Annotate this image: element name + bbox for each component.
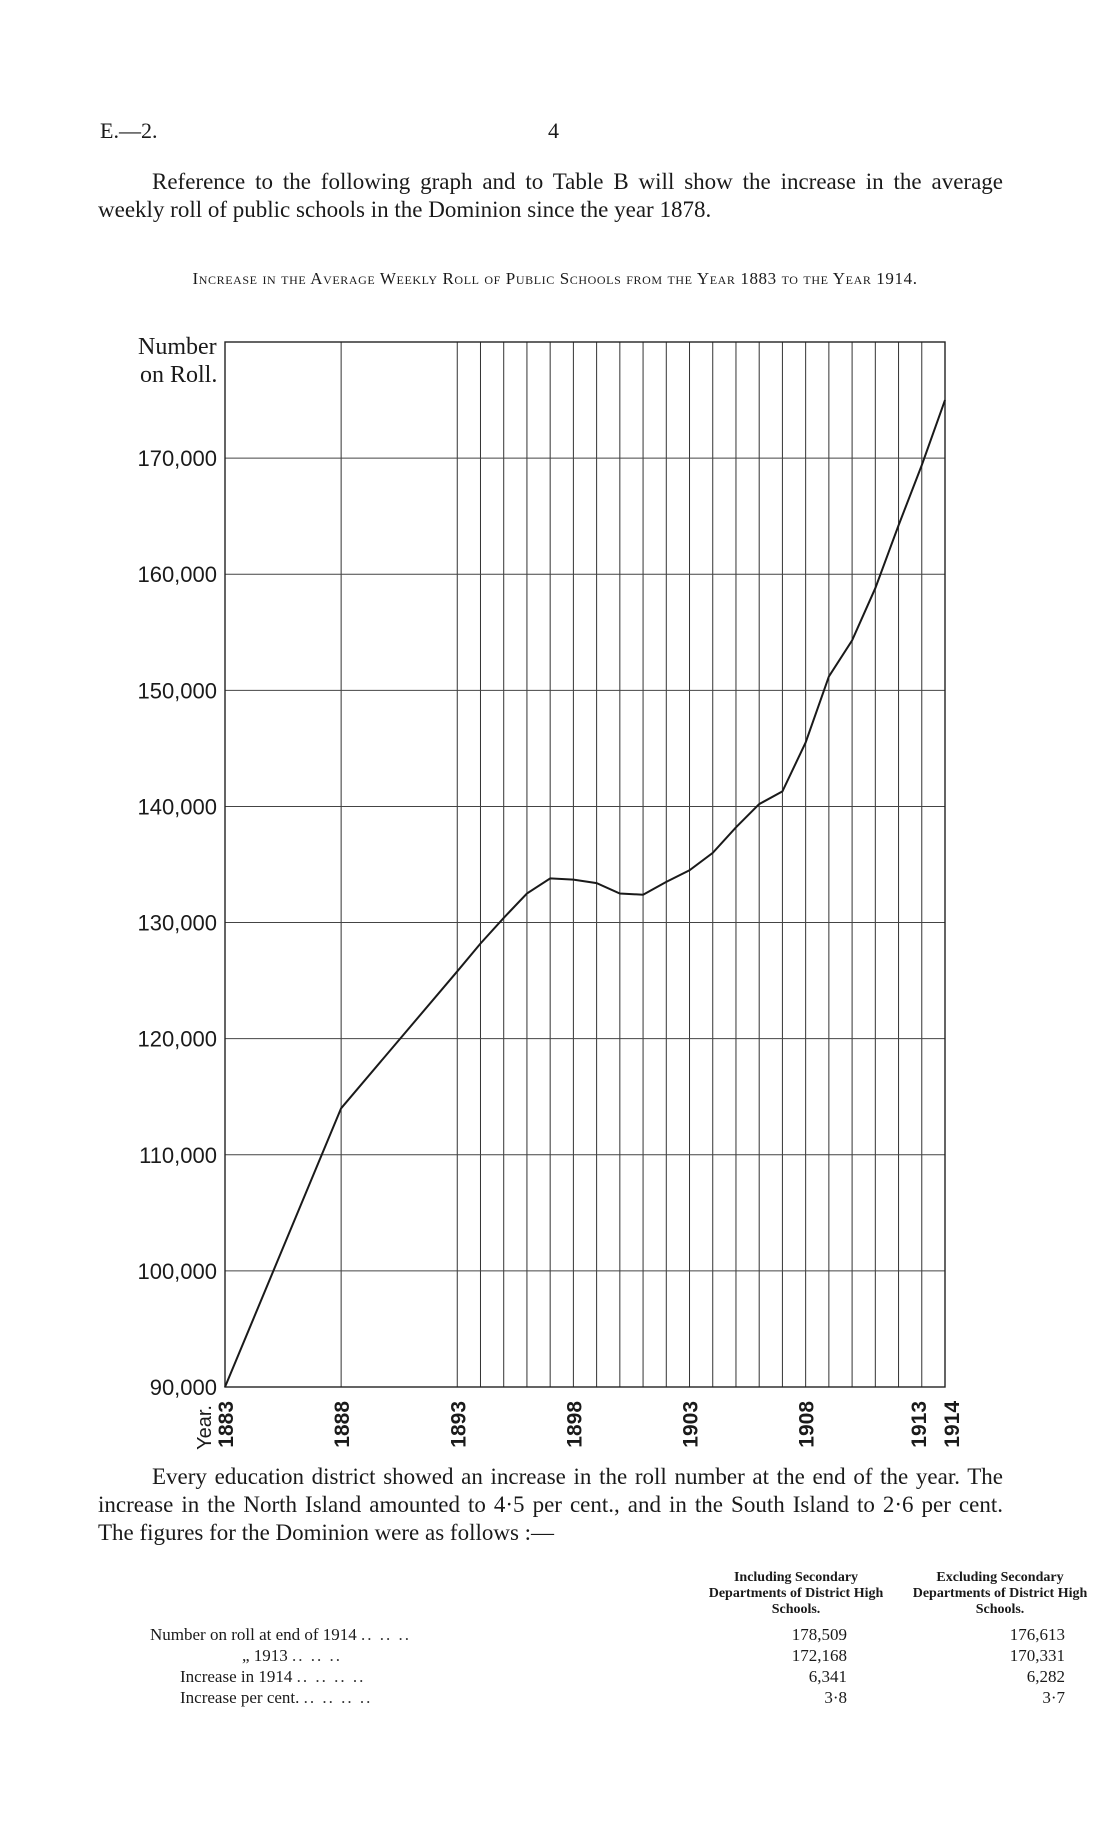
x-tick-labels: 1883 1888 1893 1898 1903 1908 1913 1914 [215, 1401, 964, 1448]
leader-dots: .. .. .. [292, 1645, 343, 1665]
y-tick-labels: 170,000 160,000 150,000 140,000 130,000 120,0… [137, 446, 217, 1400]
y-axis-title-line1: Number [138, 334, 217, 360]
x-tick-label: 1908 [796, 1401, 819, 1448]
leader-dots: .. .. .. [361, 1624, 412, 1644]
row-label-text: Increase per cent. [180, 1687, 300, 1707]
y-tick-label: 140,000 [137, 794, 217, 819]
row-label: Increase per cent. .. .. .. .. [150, 1687, 697, 1708]
row-label-text: „ 1913 [242, 1645, 288, 1665]
y-tick-label: 130,000 [137, 911, 217, 936]
document-reference: E.—2. [100, 118, 158, 143]
col-header-including: Including Secondary Departments of Distr… [708, 1570, 884, 1617]
x-axis-title: Year. [194, 1405, 216, 1450]
y-tick-label: 170,000 [137, 446, 217, 471]
x-tick-label: 1903 [680, 1401, 703, 1448]
leader-dots: .. .. .. .. [296, 1666, 366, 1686]
table-row: „ 1913 .. .. .. 172,168 170,331 [150, 1645, 1105, 1666]
x-tick-label: 1898 [563, 1401, 586, 1448]
cell-including: 172,168 [791, 1645, 847, 1665]
table-row: Increase in 1914 .. .. .. .. 6,341 6,282 [150, 1666, 1105, 1687]
chart-caption: Increase in the Average Weekly Roll of P… [192, 269, 918, 288]
cell-excluding: 6,282 [1026, 1666, 1065, 1686]
y-tick-label: 100,000 [137, 1259, 217, 1284]
row-label: Increase in 1914 .. .. .. .. [150, 1666, 697, 1687]
row-label: „ 1913 .. .. .. [150, 1645, 697, 1666]
x-tick-label: 1913 [908, 1401, 931, 1448]
y-axis-title: Number on Roll. [138, 334, 217, 388]
col-header-excluding: Excluding Secondary Departments of Distr… [912, 1570, 1088, 1617]
y-tick-label: 120,000 [137, 1027, 217, 1052]
y-tick-label: 90,000 [150, 1375, 217, 1400]
row-label-text: Increase in 1914 [180, 1666, 293, 1686]
vertical-grid [340, 342, 923, 1387]
y-axis-title-line2: on Roll. [140, 362, 217, 388]
cell-excluding: 176,613 [1009, 1624, 1065, 1644]
page-number: 4 [548, 118, 559, 143]
cell-excluding: 3·7 [1042, 1687, 1065, 1707]
chart-frame [224, 341, 946, 1388]
roll-series-line [224, 399, 946, 1388]
leader-dots: .. .. .. .. [303, 1687, 373, 1707]
x-tick-label: 1883 [215, 1401, 238, 1448]
y-tick-label: 110,000 [139, 1143, 217, 1168]
table-header-row: Including Secondary Departments of Distr… [150, 1570, 1105, 1624]
table-header-blank [150, 1570, 697, 1624]
cell-including: 6,341 [808, 1666, 847, 1686]
intro-paragraph: Reference to the following graph and to … [98, 169, 1003, 222]
roll-figures-table: Including Secondary Departments of Distr… [150, 1570, 1105, 1708]
y-tick-label: 150,000 [137, 678, 217, 703]
table-row: Number on roll at end of 1914 .. .. .. 1… [150, 1624, 1105, 1645]
x-tick-label: 1888 [331, 1401, 354, 1448]
summary-paragraph: Every education district showed an incre… [98, 1464, 1003, 1545]
roll-line-chart: Number on Roll. 170,000 160,000 150,000 140… [137, 334, 964, 1450]
x-tick-label: 1893 [447, 1401, 470, 1448]
x-tick-label: 1914 [941, 1401, 964, 1448]
table-row: Increase per cent. .. .. .. .. 3·8 3·7 [150, 1687, 1105, 1708]
cell-excluding: 170,331 [1009, 1645, 1065, 1665]
cell-including: 178,509 [791, 1624, 847, 1644]
horizontal-grid [225, 457, 945, 1272]
row-label-text: Number on roll at end of 1914 [150, 1624, 357, 1644]
row-label: Number on roll at end of 1914 .. .. .. [150, 1624, 697, 1645]
y-tick-label: 160,000 [137, 562, 217, 587]
cell-including: 3·8 [824, 1687, 847, 1707]
